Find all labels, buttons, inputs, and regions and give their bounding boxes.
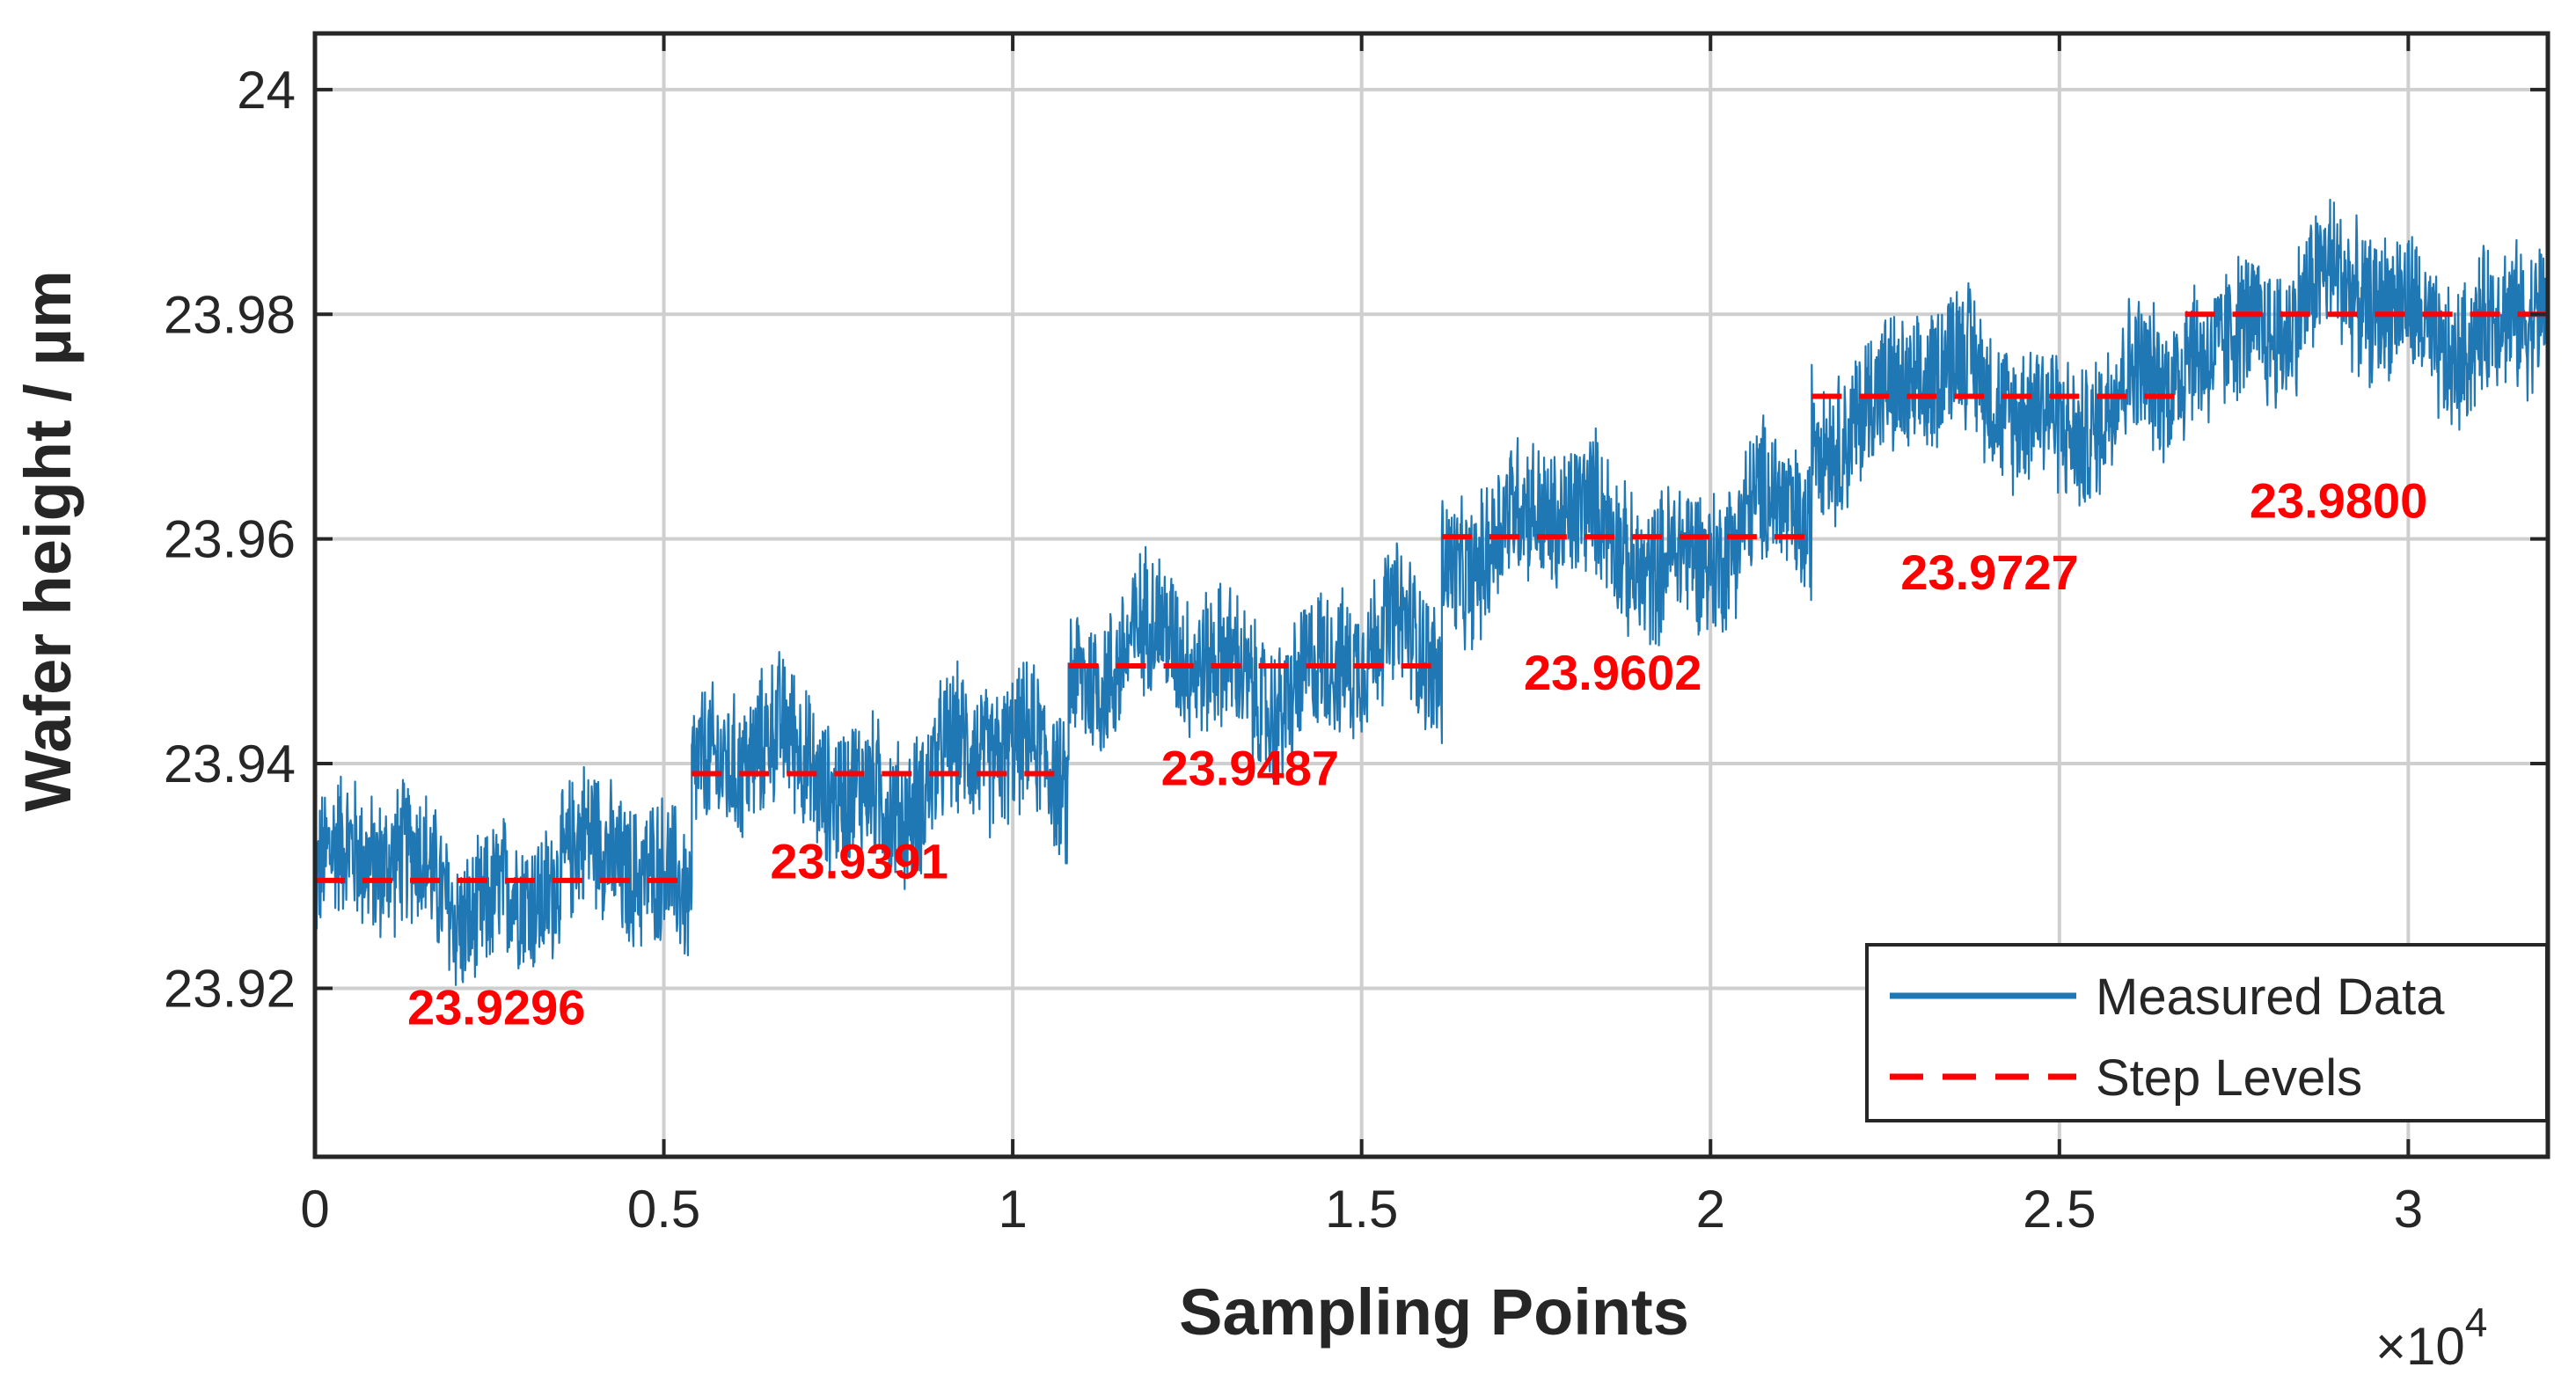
plot-frame (312, 31, 2550, 1159)
step-value-label: 23.9800 (2250, 472, 2427, 528)
legend-box (1865, 943, 2549, 1122)
x-tick-label: 1 (998, 1180, 1027, 1239)
step-value-label: 23.9391 (770, 833, 948, 888)
series-layer (313, 198, 2550, 986)
y-tick-label: 23.92 (164, 959, 296, 1018)
legend-label-measured: Measured Data (2096, 969, 2445, 1026)
legend: Measured Data Step Levels (1865, 943, 2549, 1122)
x-tick-label: 0 (300, 1180, 329, 1239)
y-axis-ticks: 23.92 23.94 23.96 23.98 24 (164, 61, 2548, 1018)
legend-label-steps: Step Levels (2096, 1049, 2362, 1107)
step-value-label: 23.9487 (1161, 740, 1339, 795)
x-tick-label: 3 (2394, 1180, 2423, 1239)
y-tick-label: 23.98 (164, 285, 296, 344)
x-axis-multiplier-exponent: 4 (2465, 1299, 2488, 1345)
step-value-label: 23.9727 (1900, 545, 2078, 600)
step-value-label: 23.9296 (407, 979, 585, 1034)
y-tick-label: 23.96 (164, 510, 296, 569)
x-axis-multiplier: ×104 (2375, 1299, 2487, 1376)
x-tick-label: 2 (1696, 1180, 1725, 1239)
y-tick-label: 23.94 (164, 735, 296, 793)
y-axis-label: Wafer height / µm (11, 270, 84, 812)
x-axis-ticks: 0 0.5 1 1.5 2 2.5 3 (300, 33, 2423, 1239)
series-measured-data (313, 198, 2550, 986)
step-annotations: 23.9296 23.9391 23.9487 23.9602 23.9727 23.98… (407, 472, 2427, 1034)
x-axis-multiplier-base: ×10 (2375, 1317, 2465, 1376)
x-axis-label: Sampling Points (1179, 1276, 1689, 1349)
x-tick-label: 1.5 (1325, 1180, 1398, 1239)
y-tick-label: 24 (237, 61, 296, 120)
x-tick-label: 2.5 (2023, 1180, 2096, 1239)
x-tick-label: 0.5 (627, 1180, 700, 1239)
step-value-label: 23.9602 (1524, 645, 1701, 700)
